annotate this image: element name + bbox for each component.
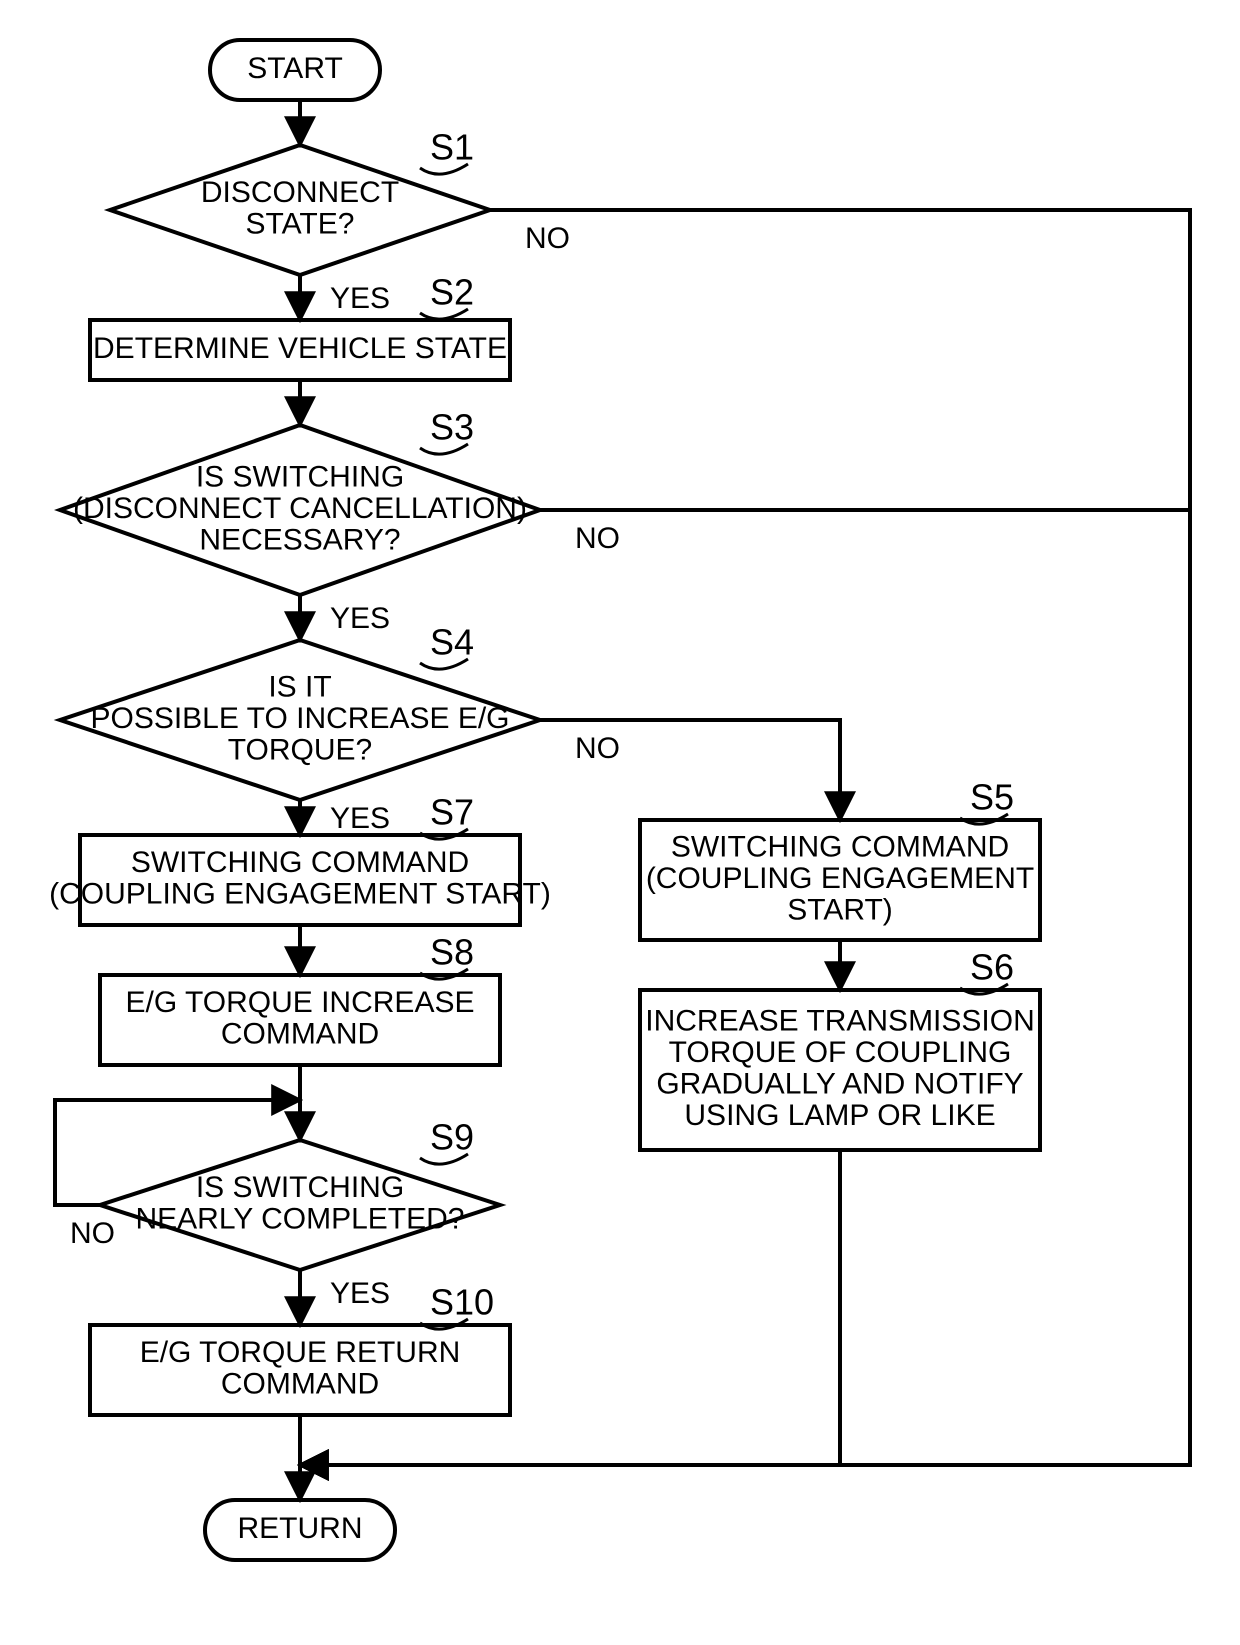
flowchart-svg: START DISCONNECTSTATE? S1 DETERMINE VEHICLE… bbox=[0, 0, 1240, 1645]
edge-label: YES bbox=[330, 282, 390, 315]
edge-label: YES bbox=[330, 602, 390, 635]
node-text: START) bbox=[787, 893, 893, 926]
node-text: E/G TORQUE INCREASE bbox=[126, 986, 475, 1019]
node-text: (COUPLING ENGAGEMENT bbox=[646, 862, 1034, 895]
node-text: COMMAND bbox=[221, 1018, 379, 1051]
flowchart-container: START DISCONNECTSTATE? S1 DETERMINE VEHICLE… bbox=[0, 0, 1240, 1645]
step-label: S3 bbox=[430, 407, 474, 448]
node-text: E/G TORQUE RETURN bbox=[140, 1336, 461, 1369]
step-label: S8 bbox=[430, 932, 474, 973]
node-text: POSSIBLE TO INCREASE E/G bbox=[90, 702, 509, 735]
node-text: RETURN bbox=[238, 1512, 363, 1545]
edge-label: NO bbox=[575, 522, 620, 555]
edge-label: NO bbox=[525, 222, 570, 255]
node-text: STATE? bbox=[246, 208, 355, 241]
node-text: SWITCHING COMMAND bbox=[671, 830, 1009, 863]
node-text: INCREASE TRANSMISSION bbox=[645, 1005, 1035, 1038]
node-text: (DISCONNECT CANCELLATION) bbox=[73, 492, 527, 525]
edge-label: NO bbox=[70, 1217, 115, 1250]
node-text: COMMAND bbox=[221, 1368, 379, 1401]
step-label: S5 bbox=[970, 777, 1014, 818]
node-start: START bbox=[210, 40, 380, 100]
node-text: GRADUALLY AND NOTIFY bbox=[656, 1068, 1023, 1101]
node-text: IS SWITCHING bbox=[196, 460, 404, 493]
step-label: S10 bbox=[430, 1282, 494, 1323]
edge-label: NO bbox=[575, 732, 620, 765]
node-text: TORQUE? bbox=[228, 733, 372, 766]
node-text: TORQUE OF COUPLING bbox=[669, 1036, 1012, 1069]
node-text: NECESSARY? bbox=[199, 523, 400, 556]
node-text: NEARLY COMPLETED? bbox=[136, 1203, 465, 1236]
step-label: S6 bbox=[970, 947, 1014, 988]
node-text: (COUPLING ENGAGEMENT START) bbox=[49, 878, 551, 911]
step-label: S2 bbox=[430, 272, 474, 313]
node-text: START bbox=[247, 52, 343, 85]
node-text: DETERMINE VEHICLE STATE bbox=[93, 332, 507, 365]
step-label: S9 bbox=[430, 1117, 474, 1158]
edge-label: YES bbox=[330, 1277, 390, 1310]
node-text: USING LAMP OR LIKE bbox=[684, 1099, 995, 1132]
node-return: RETURN bbox=[205, 1500, 395, 1560]
step-label: S4 bbox=[430, 622, 474, 663]
node-text: SWITCHING COMMAND bbox=[131, 846, 469, 879]
node-text: DISCONNECT bbox=[201, 176, 399, 209]
node-text: IS SWITCHING bbox=[196, 1171, 404, 1204]
edge-label: YES bbox=[330, 802, 390, 835]
step-label: S1 bbox=[430, 127, 474, 168]
step-label: S7 bbox=[430, 792, 474, 833]
node-text: IS IT bbox=[268, 670, 331, 703]
